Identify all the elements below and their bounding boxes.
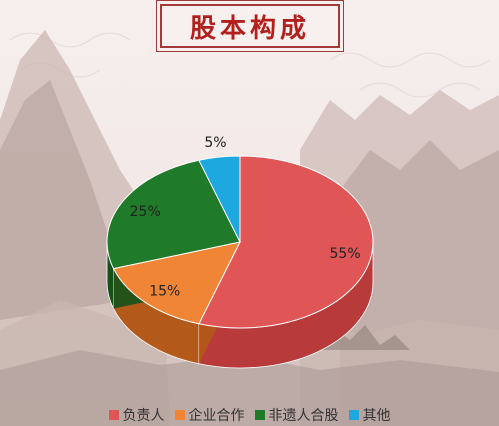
title-banner: 股本构成 [160, 4, 340, 48]
legend-label-1: 企业合作 [188, 408, 245, 424]
slice-1 [112, 241, 241, 325]
legend-item-1: 企业合作 [174, 405, 245, 425]
slice-0 [198, 155, 374, 329]
chart-legend: 负责人 企业合作 非遗人合股 其他 [0, 404, 499, 426]
legend-swatch-1 [174, 410, 185, 420]
data-label-1: 15% [149, 284, 180, 300]
title-frame: 股本构成 [160, 4, 340, 48]
legend-swatch-3 [348, 410, 359, 420]
data-label-2: 25% [130, 204, 161, 220]
legend-label-0: 负责人 [122, 408, 165, 424]
legend-item-3: 其他 [348, 405, 391, 425]
chart-title: 股本构成 [189, 13, 310, 44]
slice-2 [106, 159, 241, 270]
data-label-3: 5% [204, 135, 226, 151]
data-label-0: 55% [330, 246, 361, 262]
legend-swatch-2 [254, 410, 265, 420]
legend-item-2: 非遗人合股 [254, 405, 339, 425]
legend-swatch-0 [108, 410, 119, 420]
slice-3 [198, 155, 241, 243]
legend-label-2: 非遗人合股 [268, 408, 339, 424]
legend-item-0: 负责人 [108, 405, 165, 425]
legend-label-3: 其他 [362, 408, 391, 424]
